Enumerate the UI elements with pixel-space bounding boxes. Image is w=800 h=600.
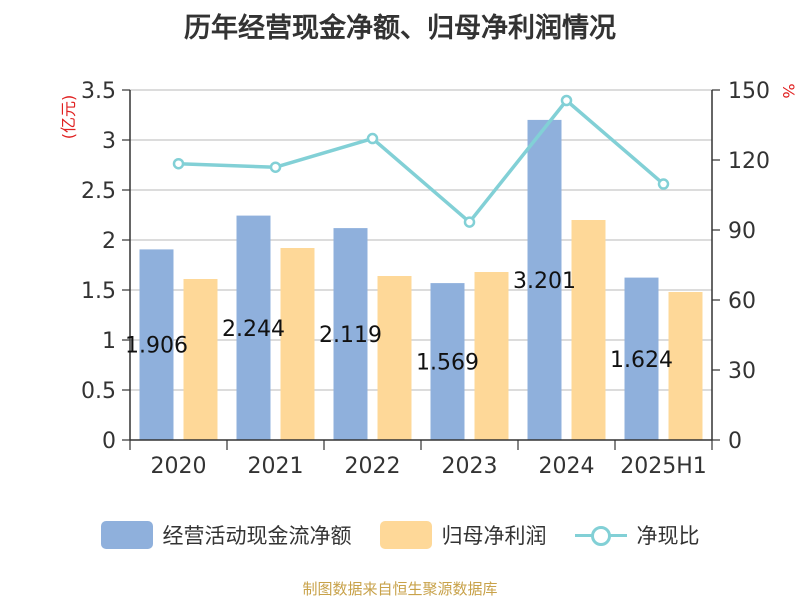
x-tick-label: 2023	[442, 454, 498, 479]
y-left-tick-label: 2	[102, 229, 116, 254]
ratio-series-line	[178, 98, 665, 224]
legend-item-cashflow[interactable]: 经营活动现金流净额	[100, 520, 352, 550]
y-left-tick-label: 1	[102, 329, 116, 354]
legend-label-profit: 归母净利润	[441, 524, 547, 548]
legend-swatch-profit	[379, 521, 432, 549]
bar-cashflow	[624, 277, 659, 440]
ratio-point	[172, 157, 185, 170]
legend-swatch-ratio	[574, 521, 627, 549]
y-left-tick-label: 2.5	[81, 179, 116, 204]
x-tick-label: 2021	[248, 454, 304, 479]
y-right-axis-label: %	[779, 83, 798, 98]
ratio-point	[463, 216, 476, 228]
bar-profit	[571, 220, 606, 440]
ratio-point	[657, 178, 670, 190]
ratio-point	[560, 94, 573, 107]
data-label-cashflow: 1.624	[610, 348, 673, 373]
bar-profit	[183, 279, 218, 440]
y-right-tick-label: 60	[728, 289, 756, 314]
y-left-tick-label: 0	[102, 429, 116, 454]
ratio-point	[366, 132, 379, 145]
y-right-tick-label: 120	[728, 149, 770, 174]
bar-profit	[474, 272, 509, 440]
legend-swatch-cashflow	[100, 521, 153, 549]
source-note: 制图数据来自恒生聚源数据库	[302, 580, 498, 598]
x-tick-label: 2025H1	[620, 454, 707, 479]
bar-cashflow	[139, 249, 174, 440]
bar-cashflow	[430, 283, 465, 440]
ratio-point	[269, 161, 282, 173]
data-label-cashflow: 1.906	[125, 334, 188, 359]
y-left-tick-label: 1.5	[81, 279, 116, 304]
x-tick-label: 2020	[151, 454, 207, 479]
data-label-cashflow: 1.569	[416, 351, 479, 376]
bar-cashflow	[236, 215, 271, 440]
y-right-tick-label: 30	[728, 359, 756, 384]
x-tick-label: 2022	[345, 454, 401, 479]
legend-item-profit[interactable]: 归母净利润	[379, 520, 547, 550]
ratio-line	[172, 94, 670, 228]
legend-label-ratio: 净现比	[636, 524, 700, 548]
axes: 0 0.5 1 1.5 2 2.5 3 3.5 0 30 60 90 120 150 (亿元)% 2020 20…	[59, 79, 798, 479]
data-label-cashflow: 2.244	[222, 317, 285, 342]
y-right-tick-label: 0	[728, 429, 742, 454]
data-label-cashflow: 2.119	[319, 323, 382, 348]
y-left-axis-label: (亿元)	[59, 95, 78, 140]
data-label-cashflow: 3.201	[513, 269, 576, 294]
y-left-tick-label: 0.5	[81, 379, 116, 404]
bar-cashflow	[527, 119, 562, 441]
y-left-tick-label: 3.5	[81, 79, 116, 104]
bar-cashflow	[333, 228, 368, 440]
legend: 经营活动现金流净额 归母净利润 净现比	[0, 518, 800, 552]
chart-title: 历年经营现金净额、归母净利润情况	[184, 13, 616, 44]
data-labels: 1.906 2.244 2.119 1.569 3.201 1.624	[125, 269, 673, 376]
legend-label-cashflow: 经营活动现金流净额	[162, 524, 352, 548]
bar-profit	[280, 248, 315, 440]
bars	[139, 119, 703, 441]
y-right-tick-label: 150	[728, 79, 770, 104]
y-right-tick-label: 90	[728, 219, 756, 244]
bar-profit	[377, 276, 412, 440]
y-left-tick-label: 3	[102, 129, 116, 154]
bar-profit	[668, 292, 703, 440]
x-tick-label: 2024	[539, 454, 595, 479]
legend-item-ratio[interactable]: 净现比	[574, 520, 700, 550]
